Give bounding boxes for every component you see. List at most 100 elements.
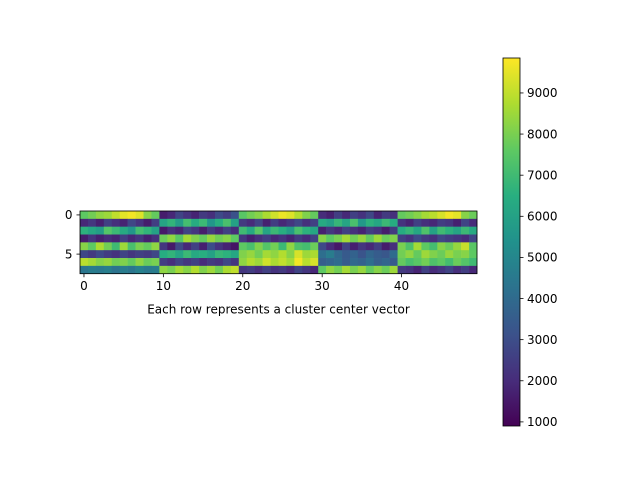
- heatmap-cell: [270, 211, 279, 220]
- heatmap-cell: [270, 250, 279, 259]
- heatmap-cell: [87, 226, 97, 235]
- heatmap-cell: [119, 265, 128, 274]
- heatmap-cell: [373, 258, 383, 267]
- heatmap-cell: [222, 226, 232, 235]
- colorbar-tick-label: 5000: [527, 251, 558, 265]
- heatmap-cell: [103, 258, 113, 267]
- heatmap-cell: [405, 226, 414, 235]
- heatmap-cell: [310, 211, 319, 220]
- heatmap-cell: [365, 258, 375, 267]
- heatmap-cell: [87, 250, 97, 259]
- heatmap-cell: [127, 218, 136, 227]
- x-tick-label: 0: [80, 279, 88, 293]
- colorbar-tick-label: 7000: [527, 168, 558, 182]
- heatmap-cell: [318, 265, 327, 274]
- heatmap-cell: [254, 242, 263, 251]
- heatmap-cell: [453, 234, 462, 243]
- heatmap-cell: [334, 258, 343, 267]
- heatmap-cell: [318, 250, 327, 259]
- heatmap-cell: [413, 242, 422, 251]
- heatmap-cell: [334, 218, 343, 227]
- heatmap-cell: [254, 218, 263, 227]
- heatmap-cell: [103, 242, 113, 251]
- heatmap-cell: [135, 265, 144, 274]
- heatmap-cell: [278, 226, 287, 235]
- heatmap-cell: [183, 242, 192, 251]
- heatmap-cell: [175, 211, 184, 220]
- heatmap-cell: [334, 234, 343, 243]
- heatmap-cell: [461, 258, 470, 267]
- heatmap-cell: [103, 211, 113, 220]
- x-axis: 0 10 20 30 40: [80, 273, 409, 293]
- heatmap-cell: [199, 226, 208, 235]
- heatmap-cell: [80, 250, 89, 259]
- x-tick-label: 20: [235, 279, 250, 293]
- heatmap-cell: [80, 242, 89, 251]
- heatmap-cell: [286, 242, 295, 251]
- heatmap-cell: [87, 218, 97, 227]
- heatmap-cell: [286, 250, 295, 259]
- heatmap-cell: [254, 250, 263, 259]
- heatmap-cell: [111, 211, 120, 220]
- heatmap-cell: [80, 226, 89, 235]
- heatmap-cell: [365, 226, 375, 235]
- heatmap-cell: [143, 234, 152, 243]
- heatmap-cell: [349, 250, 359, 259]
- heatmap-cell: [397, 265, 406, 274]
- heatmap-cell: [119, 226, 128, 235]
- heatmap-cell: [230, 218, 240, 227]
- heatmap-cell: [349, 258, 359, 267]
- heatmap-cell: [373, 211, 383, 220]
- heatmap-cell: [254, 265, 263, 274]
- heatmap-cell: [199, 218, 208, 227]
- heatmap-cell: [103, 234, 113, 243]
- heatmap-cell: [397, 226, 406, 235]
- heatmap-cell: [342, 258, 351, 267]
- heatmap-cell: [119, 211, 128, 220]
- heatmap-cell: [191, 211, 200, 220]
- heatmap-cell: [445, 250, 454, 259]
- heatmap-cell: [286, 218, 295, 227]
- heatmap-cell: [278, 211, 287, 220]
- heatmap-cell: [318, 234, 327, 243]
- heatmap-cell: [87, 234, 97, 243]
- heatmap-cell: [445, 258, 454, 267]
- heatmap-cell: [167, 226, 176, 235]
- heatmap-cell: [413, 258, 422, 267]
- heatmap-cell: [262, 250, 271, 259]
- heatmap-cell: [135, 242, 144, 251]
- heatmap-cell: [302, 211, 311, 220]
- heatmap-cell: [437, 211, 446, 220]
- heatmap-cell: [429, 226, 438, 235]
- heatmap-cell: [191, 265, 200, 274]
- heatmap-cell: [191, 218, 200, 227]
- heatmap-cell: [143, 211, 152, 220]
- heatmap-cell: [421, 265, 430, 274]
- heatmap-cell: [143, 226, 152, 235]
- heatmap-cell: [183, 211, 192, 220]
- heatmap-cell: [342, 211, 351, 220]
- heatmap-cell: [103, 250, 113, 259]
- heatmap-cell: [214, 234, 224, 243]
- heatmap-cell: [238, 234, 248, 243]
- heatmap-cell: [119, 258, 128, 267]
- heatmap-cell: [214, 250, 224, 259]
- heatmap-cell: [429, 211, 438, 220]
- heatmap-cell: [80, 211, 89, 220]
- heatmap-cell: [151, 226, 160, 235]
- heatmap-cell: [167, 234, 176, 243]
- heatmap-cell: [365, 234, 375, 243]
- heatmap-cell: [294, 234, 303, 243]
- heatmap-cell: [421, 242, 430, 251]
- heatmap-cell: [246, 234, 255, 243]
- heatmap-cell: [175, 234, 184, 243]
- heatmap-cell: [183, 265, 192, 274]
- heatmap-cell: [469, 258, 478, 267]
- heatmap-cell: [222, 265, 232, 274]
- heatmap-cell: [357, 218, 367, 227]
- heatmap-cell: [326, 211, 335, 220]
- heatmap-cell: [230, 250, 240, 259]
- colorbar-tick-label: 9000: [527, 86, 558, 100]
- heatmap-cell: [199, 265, 208, 274]
- heatmap-cell: [357, 258, 367, 267]
